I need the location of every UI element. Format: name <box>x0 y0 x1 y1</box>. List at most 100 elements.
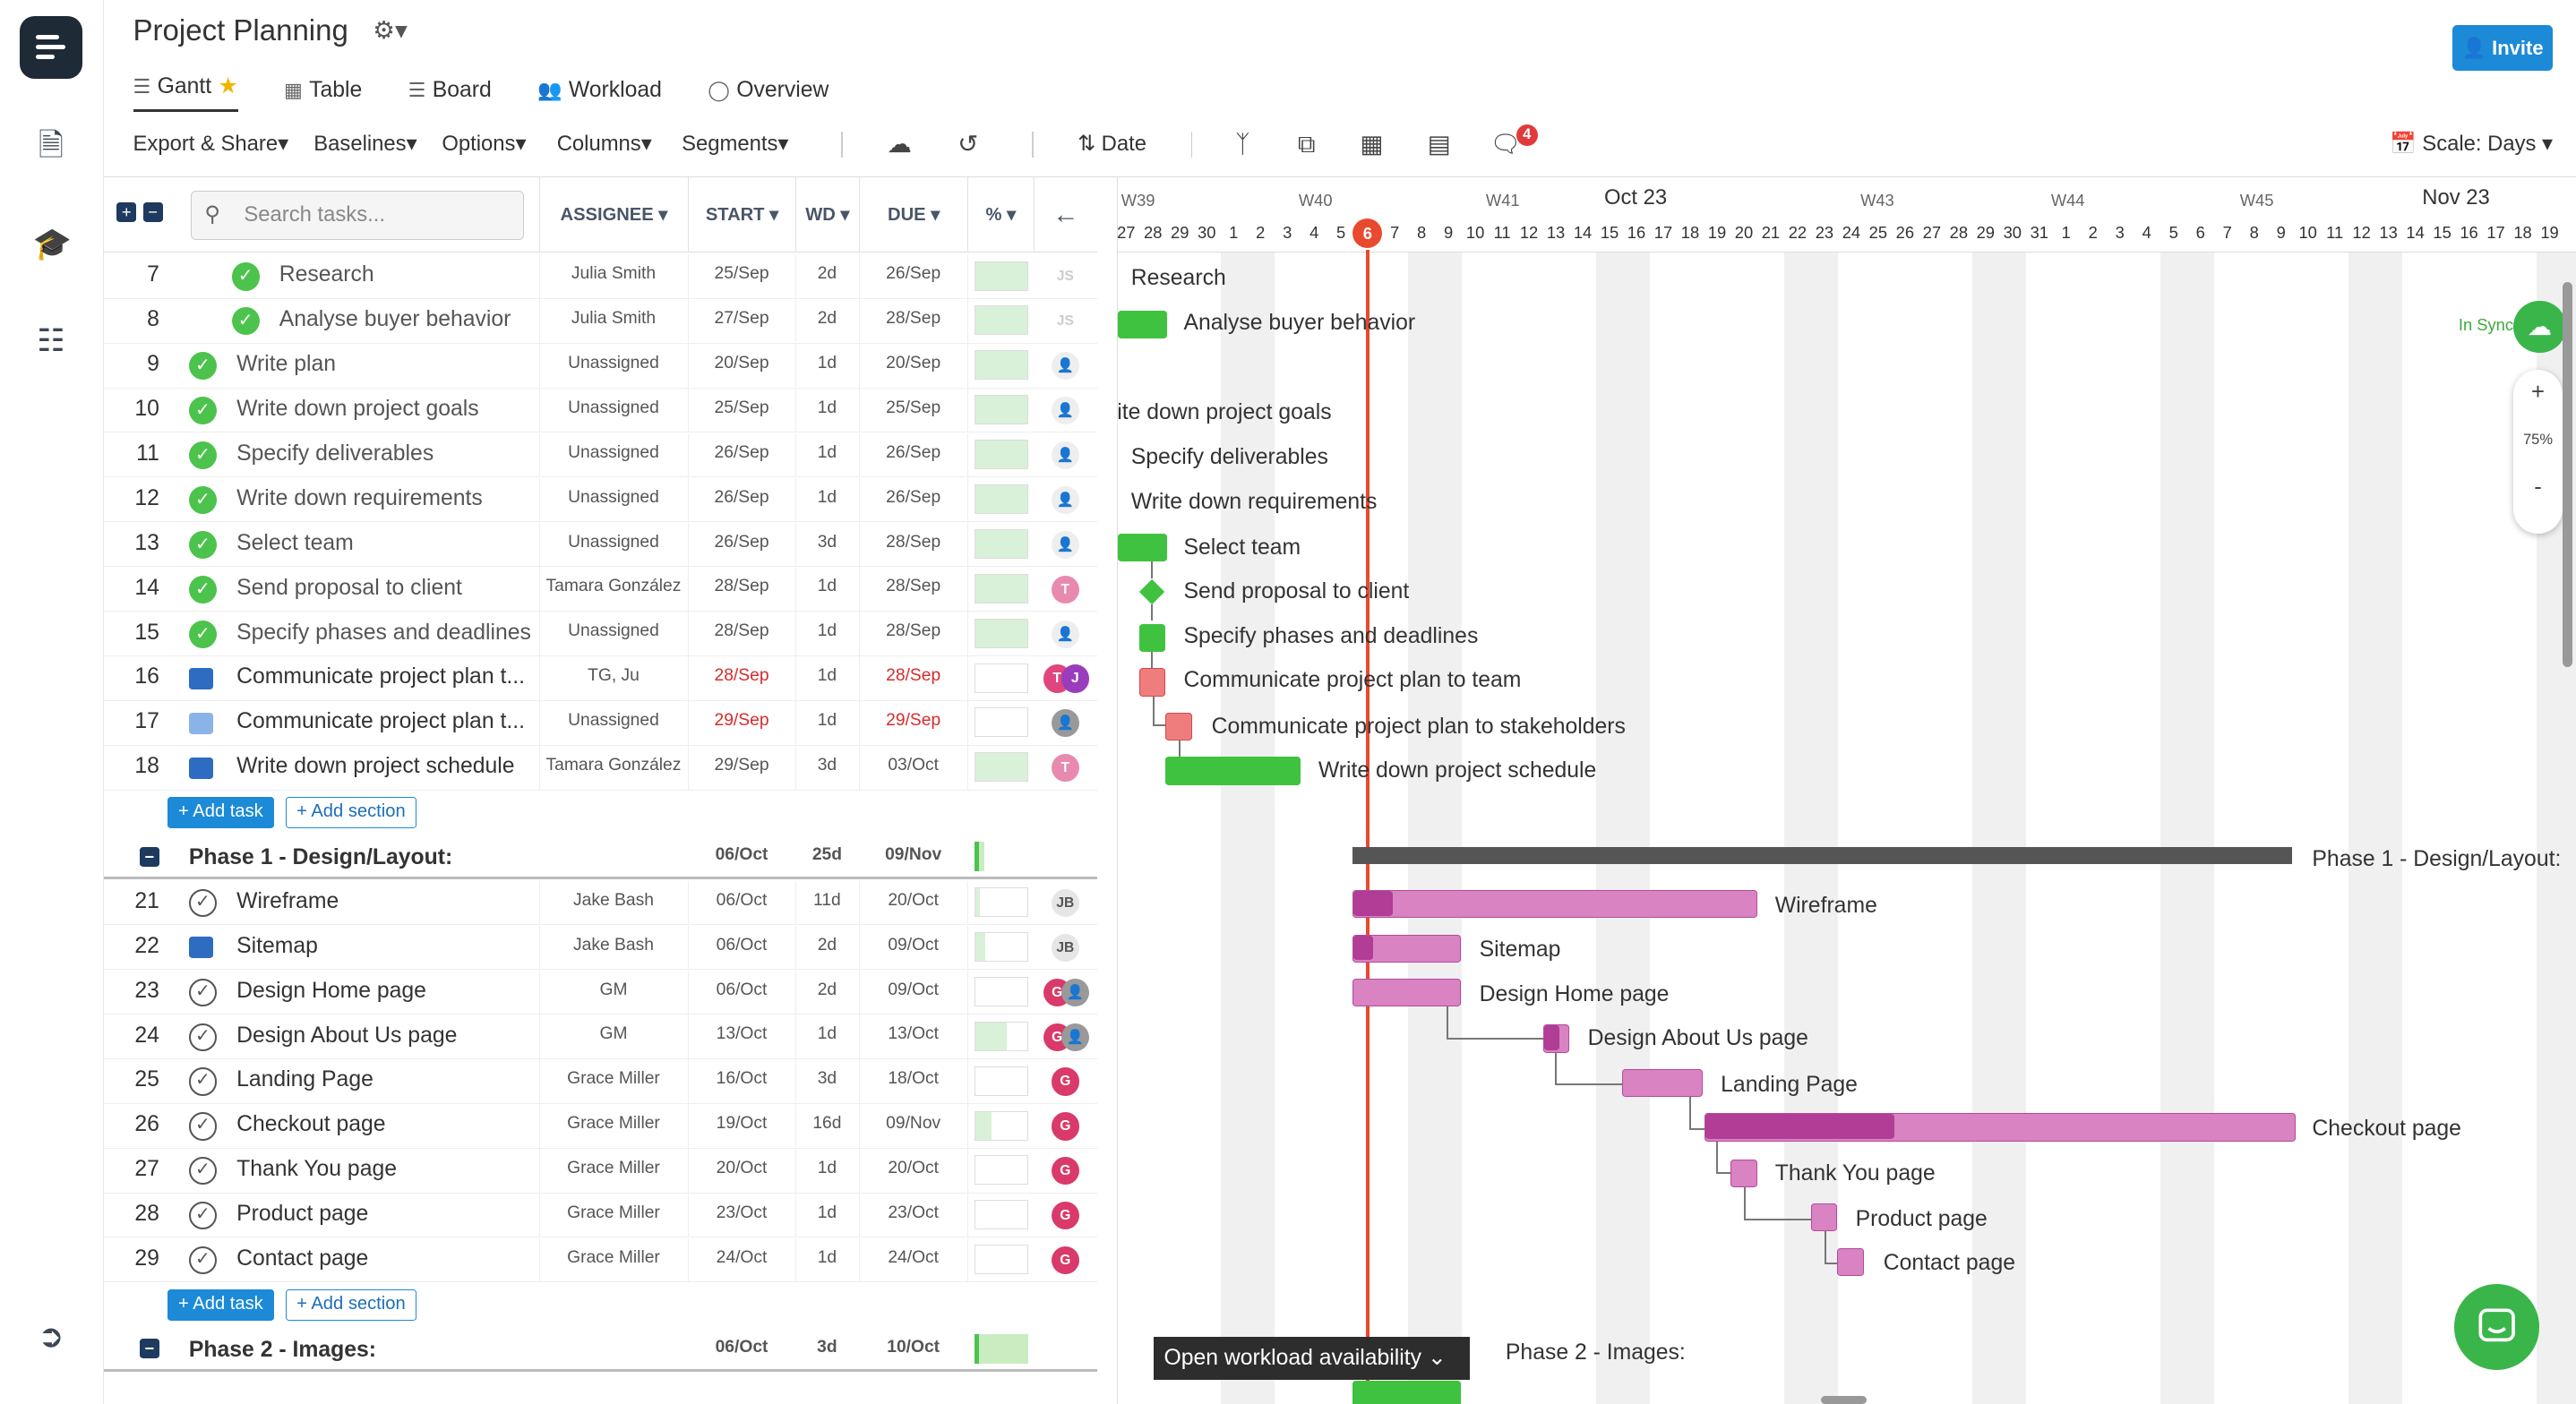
task-name[interactable]: Write down project schedule <box>236 754 515 779</box>
cell-assignee[interactable]: Unassigned <box>568 532 659 552</box>
cell-start[interactable]: 13/Oct <box>716 1024 768 1044</box>
cell-due[interactable]: 23/Oct <box>888 1203 940 1222</box>
invite-button[interactable]: 👤 Invite <box>2452 24 2554 71</box>
gantt-bar[interactable] <box>1165 712 1192 741</box>
task-row[interactable]: 23 ✓ Design Home page GM 06/Oct 2d 09/Oct G 👤 <box>103 970 1098 1015</box>
export-share-menu[interactable]: Export & Share▾ <box>133 132 289 157</box>
cell-start[interactable]: 29/Sep <box>714 755 769 775</box>
reports-icon[interactable]: 🗎 <box>38 128 64 164</box>
avatar[interactable]: 👤 <box>1060 1023 1089 1051</box>
avatar[interactable]: T <box>1051 575 1079 604</box>
avatar[interactable]: J <box>1060 664 1089 693</box>
status-check-icon[interactable]: ✓ <box>188 352 218 381</box>
task-row[interactable]: 29 ✓ Contact page Grace Miller 24/Oct 1d 24/Oc… <box>103 1237 1098 1283</box>
task-name[interactable]: Research <box>279 262 374 287</box>
cell-wd[interactable]: 3d <box>817 1069 837 1089</box>
tab-board[interactable]: ☰ Board <box>408 69 492 112</box>
status-check-icon[interactable]: ✓ <box>188 1157 218 1186</box>
avatar[interactable]: G <box>1051 1112 1079 1141</box>
logout-icon[interactable]: ➲ <box>38 1318 64 1354</box>
progress-cell[interactable] <box>974 573 1029 604</box>
cell-wd[interactable]: 1d <box>817 354 837 373</box>
col-assignee-header[interactable]: ASSIGNEE ▾ <box>538 177 689 253</box>
avatar[interactable]: JS <box>1056 313 1074 330</box>
progress-cell[interactable] <box>974 305 1029 336</box>
progress-cell[interactable] <box>974 1200 1029 1230</box>
add-task-button[interactable]: + Add task <box>167 1289 274 1321</box>
cell-wd[interactable]: 2d <box>817 309 837 329</box>
cell-start[interactable]: 27/Sep <box>714 309 769 329</box>
cell-wd[interactable]: 2d <box>817 935 837 955</box>
cloud-save-icon[interactable]: ☁ <box>887 130 912 158</box>
cell-wd[interactable]: 1d <box>817 1247 837 1267</box>
vertical-scrollbar[interactable] <box>2563 282 2573 667</box>
avatar-placeholder[interactable]: 👤 <box>1051 485 1079 515</box>
cell-due[interactable]: 09/Oct <box>888 980 940 999</box>
task-row[interactable]: 9 ✓ Write plan Unassigned 20/Sep 1d 20/Sep 👤 <box>103 344 1098 389</box>
cell-assignee[interactable]: Grace Miller <box>567 1247 660 1267</box>
status-check-icon[interactable]: ✓ <box>188 530 218 559</box>
gantt-bar[interactable] <box>1704 1113 2297 1142</box>
avatar-placeholder[interactable]: 👤 <box>1051 620 1079 648</box>
cloud-sync-icon[interactable]: ☁ <box>2513 300 2566 354</box>
cell-assignee[interactable]: Julia Smith <box>571 264 657 284</box>
avatar-placeholder[interactable]: 👤 <box>1051 352 1079 381</box>
gantt-bar[interactable] <box>1622 1068 1703 1098</box>
task-name[interactable]: Write down project goals <box>236 397 479 422</box>
comment-icon[interactable] <box>188 712 214 734</box>
progress-cell[interactable] <box>974 1155 1029 1186</box>
cell-due[interactable]: 09/Nov <box>886 1114 941 1134</box>
status-check-icon[interactable]: ✓ <box>231 307 260 336</box>
cell-assignee[interactable]: Unassigned <box>568 711 659 731</box>
gantt-bar[interactable] <box>1138 623 1166 653</box>
task-row[interactable]: 8 ✓ Analyse buyer behavior Julia Smith 27/Se… <box>103 299 1098 344</box>
task-name[interactable]: Design About Us page <box>236 1023 458 1048</box>
cell-due[interactable]: 18/Oct <box>888 1069 940 1089</box>
gantt-bar[interactable] <box>1837 1247 1864 1276</box>
phase-row[interactable]: − Phase 1 - Design/Layout: 06/Oct 25d 09/Nov <box>103 835 1098 880</box>
cell-due[interactable]: 20/Oct <box>888 1159 940 1178</box>
cell-wd[interactable]: 1d <box>817 398 837 417</box>
comment-icon[interactable] <box>188 757 214 779</box>
cell-wd[interactable]: 2d <box>817 980 837 999</box>
status-check-icon[interactable]: ✓ <box>188 397 218 425</box>
avatar[interactable]: JB <box>1051 888 1079 918</box>
status-check-icon[interactable]: ✓ <box>188 620 218 648</box>
progress-cell[interactable] <box>974 484 1029 515</box>
task-name[interactable]: Wireframe <box>236 888 339 913</box>
cell-due[interactable]: 26/Sep <box>886 442 941 462</box>
segments-menu[interactable]: Segments▾ <box>682 132 789 157</box>
cell-wd[interactable]: 1d <box>817 666 837 686</box>
progress-cell[interactable] <box>974 1110 1029 1141</box>
cell-due[interactable]: 28/Sep <box>886 577 941 596</box>
task-name[interactable]: Design Home page <box>236 978 426 1003</box>
cell-wd[interactable]: 16d <box>812 1114 842 1134</box>
task-name[interactable]: Send proposal to client <box>236 575 462 600</box>
cell-due[interactable]: 26/Sep <box>886 487 941 507</box>
task-name[interactable]: Product page <box>236 1202 369 1227</box>
cell-start[interactable]: 06/Oct <box>716 980 768 999</box>
tab-gantt[interactable]: ☰ Gantt ★ <box>133 69 238 112</box>
cell-start[interactable]: 20/Sep <box>714 354 769 373</box>
task-row[interactable]: 11 ✓ Specify deliverables Unassigned 26/Sep 1… <box>103 432 1098 478</box>
task-row[interactable]: 22 Sitemap Jake Bash 06/Oct 2d 09/Oct JB <box>103 925 1098 971</box>
cell-start[interactable]: 26/Sep <box>714 442 769 462</box>
cell-start[interactable]: 29/Sep <box>714 711 769 731</box>
cell-wd[interactable]: 1d <box>817 442 837 462</box>
cell-due[interactable]: 29/Sep <box>886 711 941 731</box>
avatar[interactable]: G <box>1051 1202 1079 1230</box>
cell-assignee[interactable]: Grace Miller <box>567 1114 660 1134</box>
gantt-bar[interactable] <box>1352 934 1462 963</box>
progress-cell[interactable] <box>974 1066 1029 1096</box>
cell-start[interactable]: 28/Sep <box>714 666 769 686</box>
status-check-icon[interactable]: ✓ <box>231 262 260 291</box>
task-row[interactable]: 28 ✓ Product page Grace Miller 23/Oct 1d 23/Oc… <box>103 1193 1098 1238</box>
copy-icon[interactable]: ⧉ <box>1297 130 1316 158</box>
cell-start[interactable]: 23/Oct <box>716 1203 768 1222</box>
cell-assignee[interactable]: Unassigned <box>568 354 659 373</box>
cell-start[interactable]: 16/Oct <box>716 1069 768 1089</box>
task-row[interactable]: 21 ✓ Wireframe Jake Bash 06/Oct 11d 20/Oct JB <box>103 880 1098 926</box>
avatar[interactable]: JB <box>1051 933 1079 962</box>
avatar-placeholder[interactable]: 👤 <box>1051 441 1079 470</box>
col-wd-header[interactable]: WD ▾ <box>794 177 860 253</box>
